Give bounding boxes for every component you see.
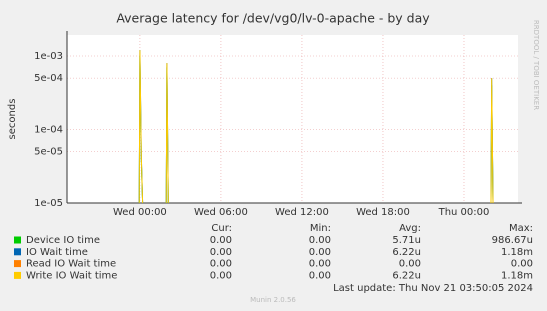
- stat-value: 1.18m: [501, 270, 533, 281]
- stats-header: Avg:: [399, 223, 421, 234]
- stat-value: 6.22u: [392, 247, 421, 258]
- last-update: Last update: Thu Nov 21 03:50:05 2024: [333, 283, 533, 294]
- legend-swatch: [14, 248, 21, 256]
- y-tick-label: 5e-05: [34, 147, 63, 158]
- x-tick-label: Wed 12:00: [275, 207, 329, 218]
- stats-header: Cur:: [211, 223, 232, 234]
- stat-value: 0.00: [210, 247, 232, 258]
- stat-value: 5.71u: [392, 235, 421, 246]
- x-tick-label: Thu 00:00: [438, 207, 490, 218]
- stat-value: 0.00: [210, 259, 232, 270]
- stat-value: 1.18m: [501, 247, 533, 258]
- y-tick-label: 1e-05: [34, 198, 63, 209]
- stats-header: Max:: [509, 223, 533, 234]
- stat-value: 0.00: [399, 259, 421, 270]
- stat-value: 0.00: [309, 270, 331, 281]
- stat-value: 0.00: [309, 235, 331, 246]
- stat-value: 0.00: [210, 270, 232, 281]
- y-tick-label: 5e-04: [34, 73, 63, 84]
- stat-value: 0.00: [511, 259, 533, 270]
- y-tick-label: 1e-04: [34, 124, 63, 135]
- stat-value: 0.00: [309, 259, 331, 270]
- legend-label: IO Wait time: [26, 247, 88, 258]
- stat-value: 0.00: [210, 235, 232, 246]
- legend-label: Read IO Wait time: [26, 259, 116, 270]
- legend-swatch: [14, 260, 21, 268]
- plot-area: [67, 35, 518, 203]
- legend-swatch: [14, 236, 21, 244]
- legend-swatch: [14, 271, 21, 279]
- x-tick-label: Wed 06:00: [194, 207, 248, 218]
- stat-value: 986.67u: [492, 235, 533, 246]
- x-tick-label: Wed 00:00: [113, 207, 167, 218]
- stats-header: Min:: [310, 223, 331, 234]
- stat-value: 0.00: [309, 247, 331, 258]
- legend-label: Device IO time: [26, 235, 100, 246]
- y-axis-label: seconds: [7, 99, 18, 140]
- chart-title: Average latency for /dev/vg0/lv-0-apache…: [116, 11, 430, 26]
- legend-label: Write IO Wait time: [26, 270, 117, 281]
- series-line: [138, 50, 494, 204]
- x-tick-label: Wed 18:00: [356, 207, 410, 218]
- footer: Munin 2.0.56: [250, 296, 296, 304]
- stat-value: 6.22u: [392, 270, 421, 281]
- side-text: RRDTOOL / TOBI OETIKER: [532, 20, 540, 110]
- y-tick-label: 1e-03: [34, 51, 63, 62]
